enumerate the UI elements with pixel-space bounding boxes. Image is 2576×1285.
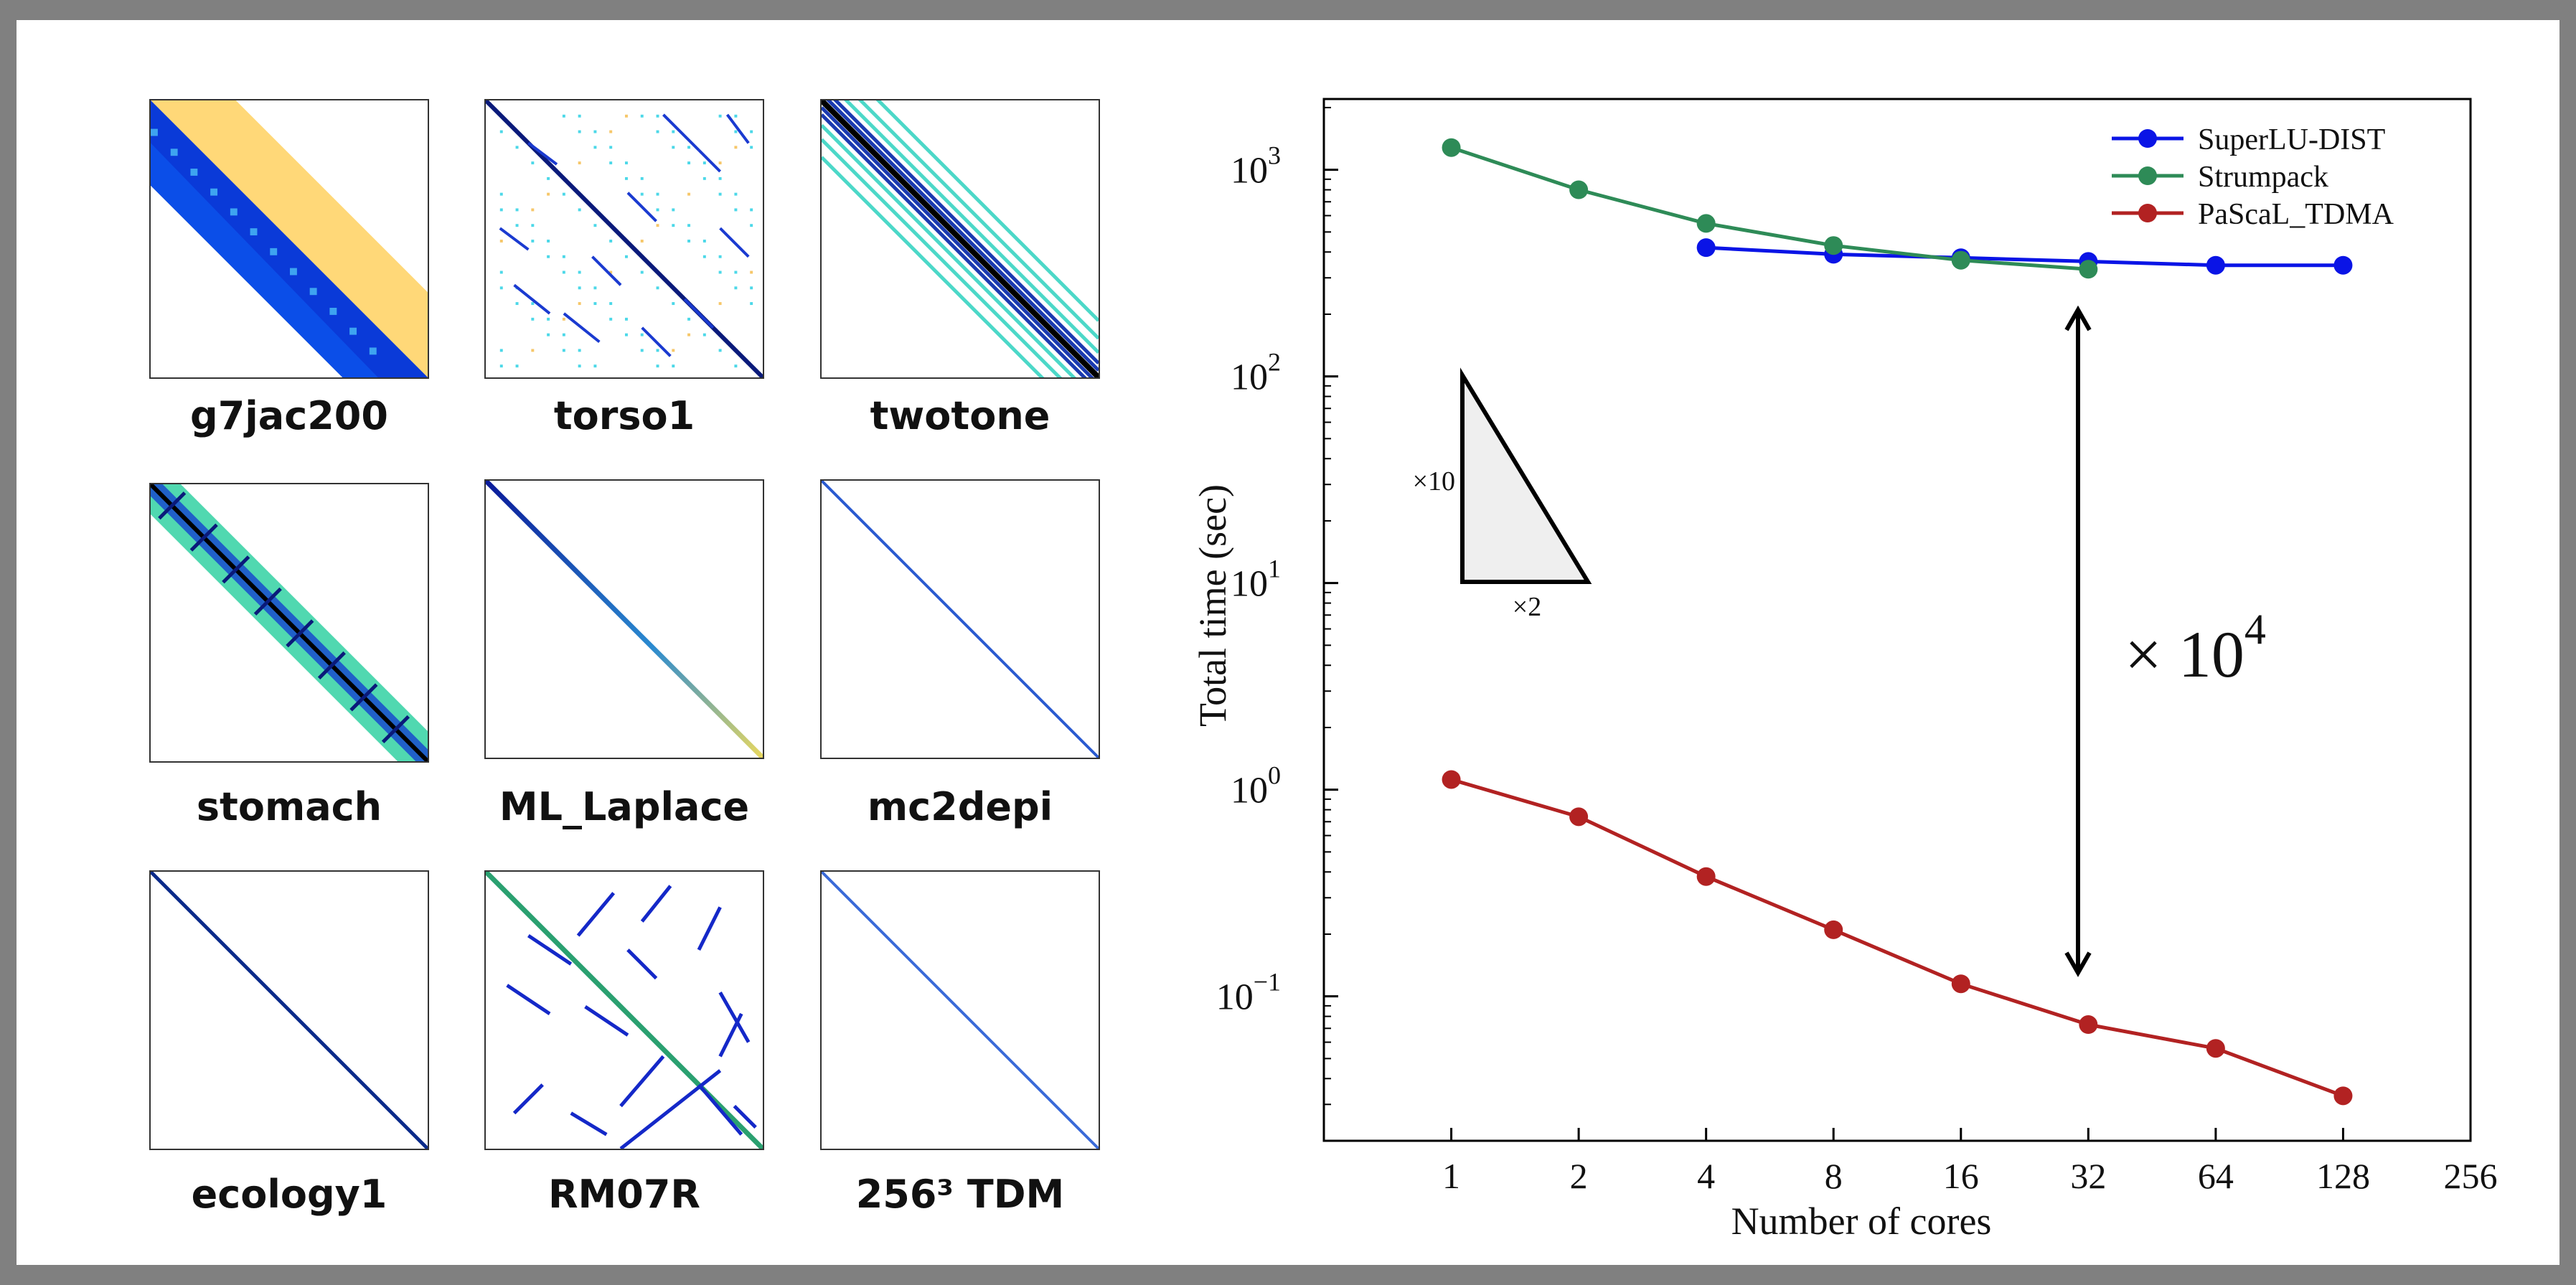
sparsity-pattern-6: [820, 479, 1100, 759]
sparsity-pattern-7: [149, 870, 429, 1150]
sparsity-plot: [151, 100, 428, 377]
sparsity-plot: [822, 100, 1099, 377]
series-line: [1706, 245, 2344, 268]
x-axis-label: Number of cores: [1731, 1200, 1992, 1243]
sparsity-pattern-3: [820, 99, 1100, 379]
matrix-label: 256³ TDM: [855, 1172, 1065, 1217]
data-point: [2206, 1039, 2225, 1058]
legend-marker: [2138, 166, 2157, 185]
legend-label: Strumpack: [2198, 161, 2328, 194]
arrow-head-down: [2064, 951, 2092, 977]
matrix-label: ecology1: [191, 1172, 387, 1217]
data-point: [1569, 180, 1589, 199]
x-tick-label: 1: [1442, 1156, 1460, 1196]
data-point: [2333, 1086, 2353, 1106]
data-point: [1951, 248, 1970, 268]
data-point: [1824, 236, 1843, 255]
sparsity-pattern-4: [149, 483, 429, 763]
data-point: [1824, 920, 1843, 939]
series-line: [1450, 146, 2089, 271]
sparsity-plot: [486, 481, 763, 758]
x-tick-label: 2: [1570, 1156, 1588, 1196]
matrix-label: torso1: [553, 393, 695, 438]
legend-marker: [2138, 129, 2157, 148]
slope-vertical-label: ×10: [1413, 466, 1455, 496]
y-tick-label: 102: [1231, 348, 1281, 398]
sparsity-plot: [151, 872, 428, 1149]
sparsity-pattern-8: [484, 870, 764, 1150]
legend-label: PaScaL_TDMA: [2198, 198, 2394, 231]
data-point: [1696, 214, 1716, 233]
series-pascal-tdma: [1442, 770, 2353, 1106]
matrix-label: RM07R: [547, 1172, 701, 1217]
slope-horizontal-label: ×2: [1513, 592, 1541, 622]
y-axis-label: Total time (sec): [1191, 484, 1234, 727]
matrix-label: stomach: [196, 784, 382, 829]
data-point: [2206, 255, 2225, 275]
speedup-label: × 104: [2125, 606, 2266, 691]
y-tick-label: 10−1: [1216, 968, 1281, 1018]
series-strumpack: [1442, 138, 2098, 279]
y-tick-label: 101: [1231, 555, 1281, 605]
data-point: [1442, 138, 1461, 157]
plot-frame: [1322, 98, 2472, 1142]
legend: SuperLU-DIST Strumpack PaScaL_TDMA: [2112, 123, 2394, 231]
series-superlu-dist: [1696, 238, 2353, 275]
data-point: [1569, 807, 1589, 827]
arrow-head-up: [2064, 305, 2092, 331]
data-point: [2333, 255, 2353, 275]
sparsity-pattern-1: [149, 99, 429, 379]
x-tick-label: 128: [2316, 1156, 2370, 1196]
x-tick-label: 64: [2198, 1156, 2234, 1196]
sparsity-plot: [486, 872, 763, 1149]
data-point: [2079, 260, 2098, 279]
slope-triangle: [1460, 367, 1592, 584]
data-point: [1696, 238, 1716, 258]
sparsity-plot: [822, 872, 1099, 1149]
legend-marker: [2138, 204, 2157, 222]
matrix-label: ML_Laplace: [499, 784, 750, 829]
matrix-label: g7jac200: [190, 393, 388, 438]
data-point: [1824, 245, 1843, 264]
data-point: [1696, 867, 1716, 886]
speedup-arrow: [2064, 305, 2092, 977]
data-point: [2079, 1015, 2098, 1035]
matrix-label: twotone: [870, 393, 1050, 438]
matrix-label: mc2depi: [867, 784, 1053, 829]
series-line: [1450, 778, 2344, 1098]
x-tick-label: 256: [2444, 1156, 2498, 1196]
sparsity-plot: [151, 484, 428, 761]
y-tick-label: 100: [1231, 761, 1281, 811]
x-tick-label: 8: [1825, 1156, 1843, 1196]
figure-panel: g7jac200 torso1 twotone stomach ML_Laplace mc…: [17, 20, 2559, 1265]
data-point: [2079, 252, 2098, 271]
x-tick-label: 32: [2070, 1156, 2106, 1196]
data-point: [1951, 974, 1970, 994]
sparsity-pattern-2: [484, 99, 764, 379]
y-tick-label: 103: [1231, 141, 1281, 192]
data-point: [1951, 250, 1970, 270]
x-tick-label: 16: [1943, 1156, 1979, 1196]
sparsity-pattern-9: [820, 870, 1100, 1150]
data-point: [1442, 770, 1461, 789]
legend-label: SuperLU-DIST: [2198, 123, 2385, 156]
sparsity-pattern-5: [484, 479, 764, 759]
x-tick-label: 4: [1697, 1156, 1715, 1196]
sparsity-plot: [822, 481, 1099, 758]
sparsity-plot: [486, 100, 763, 377]
